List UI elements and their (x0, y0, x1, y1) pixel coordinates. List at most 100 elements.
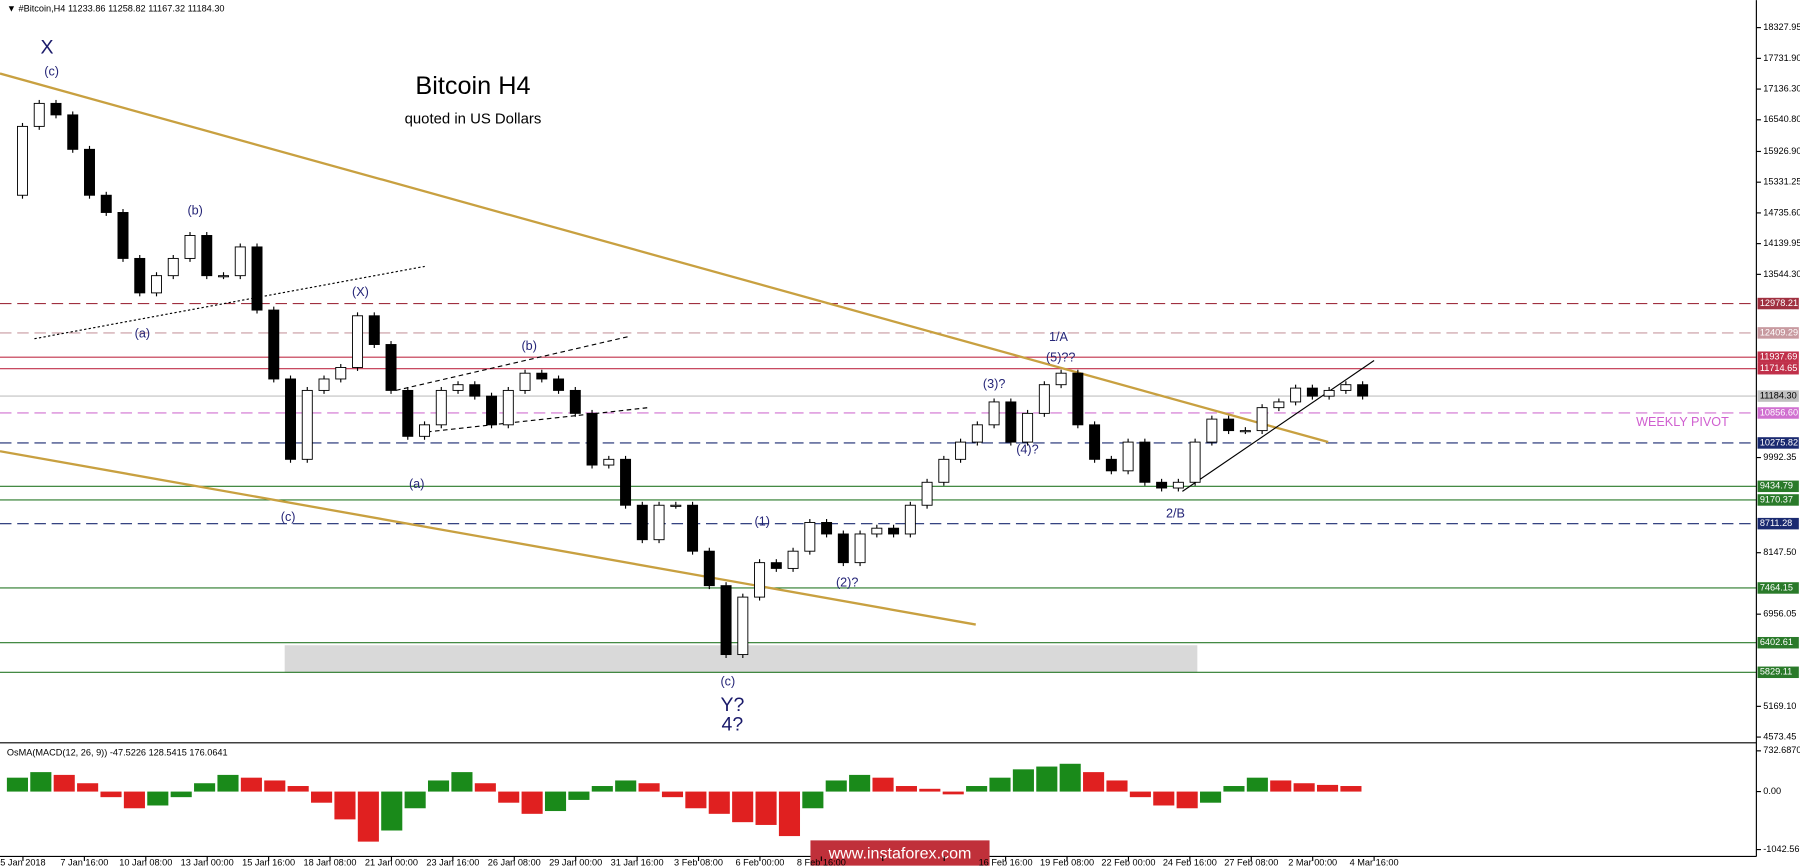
candle (201, 235, 213, 277)
histogram-bar (381, 791, 403, 831)
wave-label: (b) (521, 339, 536, 353)
candle (821, 522, 833, 535)
candle (1022, 412, 1034, 443)
histogram-bar (942, 791, 964, 795)
candle (50, 102, 62, 116)
candle (285, 378, 297, 460)
level-label: 11184.30 (1760, 391, 1797, 401)
x-tick-label: 18 Jan 08:00 (304, 858, 357, 868)
candle (536, 372, 548, 380)
candle (687, 504, 699, 552)
candle (469, 384, 481, 397)
histogram-bar (661, 791, 684, 798)
level-box (1757, 480, 1799, 493)
histogram-bar (1129, 791, 1151, 798)
histogram-bar (989, 777, 1011, 792)
x-tick-label: 7 Jan 16:00 (60, 858, 108, 868)
candle (569, 389, 581, 414)
histogram-bar (802, 791, 824, 809)
level-box (1757, 666, 1799, 679)
candle (1223, 418, 1235, 432)
level-box (1757, 297, 1799, 310)
histogram-bar (77, 783, 99, 792)
trend-line (34, 265, 425, 340)
candle (1256, 407, 1268, 432)
candle (1357, 384, 1369, 397)
x-tick-label: 10 Jan 08:00 (119, 858, 172, 868)
candle (33, 102, 45, 127)
y-tick-label: 732.6870 (1763, 745, 1800, 755)
candle (1323, 389, 1335, 397)
x-tick-label: 26 Jan 08:00 (488, 858, 541, 868)
trend-line (418, 407, 649, 434)
histogram-bar (895, 786, 917, 792)
x-tick-label: 23 Jan 16:00 (426, 858, 479, 868)
candle (1156, 481, 1168, 489)
y-tick-label: 15331.25 (1763, 177, 1800, 187)
candle (871, 527, 883, 535)
wave-label: (a) (135, 326, 150, 340)
wave-label: (3)? (983, 377, 1005, 391)
candle (603, 458, 615, 466)
histogram-bar (638, 783, 660, 792)
x-tick-label: 21 Jan 00:00 (365, 858, 418, 868)
x-tick-label: 15 Jan 16:00 (242, 858, 295, 868)
y-tick-label: 0.00 (1763, 786, 1781, 796)
candle (770, 562, 782, 569)
level-label: 12409.29 (1760, 327, 1798, 337)
candle (335, 367, 347, 380)
candle (301, 389, 313, 460)
wave-label: (a) (409, 477, 424, 491)
histogram-bar (544, 791, 567, 812)
x-tick-label: 6 Feb 00:00 (735, 858, 784, 868)
histogram-bar (1012, 769, 1034, 792)
watermark: www.instaforex.com (828, 844, 972, 862)
level-label: 11937.69 (1760, 352, 1798, 362)
candle (1038, 384, 1050, 414)
histogram-bar (123, 791, 145, 809)
trend-line (1182, 360, 1375, 492)
level-label: 9434.79 (1760, 481, 1793, 491)
candle (268, 309, 280, 380)
level-box (1757, 494, 1799, 506)
candle (1340, 384, 1352, 391)
wave-label: 1/A (1049, 330, 1069, 344)
histogram-bar (264, 780, 286, 792)
histogram-bar (919, 788, 941, 792)
candle (419, 424, 431, 437)
candle (167, 257, 179, 277)
level-label: 10856.60 (1760, 407, 1798, 417)
level-box (1757, 362, 1799, 375)
level-box (1757, 407, 1799, 419)
y-tick-label: 6956.05 (1763, 609, 1796, 619)
candle (1055, 372, 1067, 386)
level-box (1757, 437, 1799, 449)
histogram-bar (404, 791, 426, 809)
y-tick-label: 9992.35 (1763, 452, 1796, 462)
x-tick-label: 8 Feb 16:00 (797, 858, 846, 868)
histogram-bar (732, 791, 754, 823)
candle (1290, 387, 1302, 403)
level-box (1757, 517, 1799, 530)
candle (988, 401, 1000, 426)
histogram-bar (334, 791, 356, 820)
candle (84, 148, 95, 196)
candle (402, 389, 414, 437)
level-label: 12978.21 (1760, 298, 1798, 308)
histogram-bar (521, 791, 543, 814)
histogram-bar (217, 774, 239, 792)
candle (1122, 441, 1134, 472)
wave-label: (c) (44, 65, 59, 79)
y-tick-label: 17731.90 (1763, 53, 1800, 63)
candle (971, 424, 983, 443)
candle (1189, 441, 1201, 483)
histogram-bar (6, 777, 28, 792)
wave-label: 2/B (1166, 507, 1185, 521)
candle (720, 585, 732, 656)
x-tick-label: 4 Mar 16:00 (1350, 858, 1399, 868)
chart-subtitle: quoted in US Dollars (405, 110, 542, 127)
candle (1072, 372, 1084, 426)
candle (553, 378, 565, 391)
y-tick-label: 5169.10 (1763, 701, 1796, 711)
